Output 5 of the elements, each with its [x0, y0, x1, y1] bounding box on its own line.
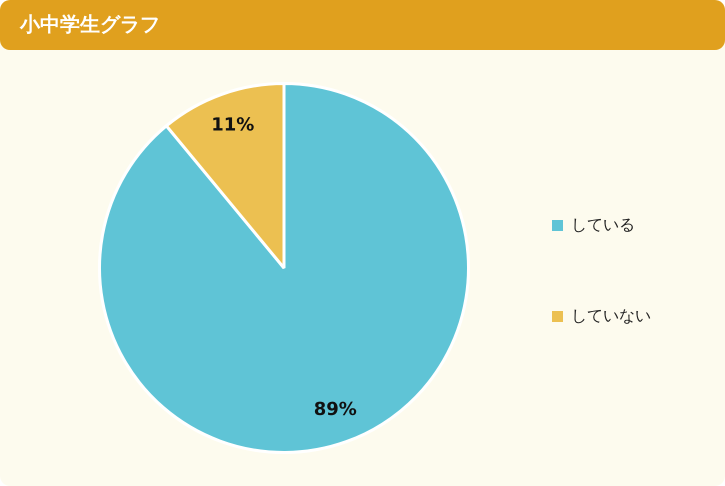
data-label: 11%: [211, 114, 254, 136]
legend-label: している: [571, 214, 635, 236]
legend-label: していない: [571, 306, 651, 326]
chart-title: 小中学生グラフ: [20, 11, 160, 38]
data-label: 89%: [314, 399, 357, 420]
